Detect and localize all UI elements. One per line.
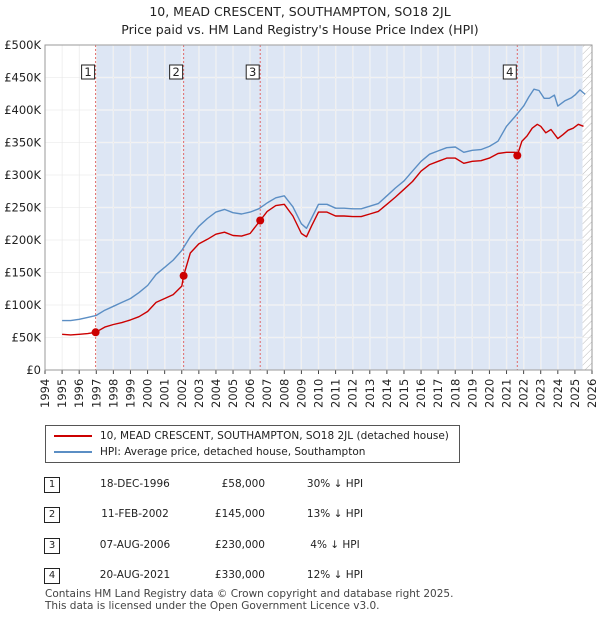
price-paid-line — [62, 123, 584, 336]
x-tick-label: 2025 — [568, 379, 582, 408]
transaction-hpi: 30% ↓ HPI — [306, 478, 364, 490]
transaction-row: 3 07-AUG-2006 £230,000 4% ↓ HPI — [0, 538, 600, 558]
footer: Contains HM Land Registry data © Crown c… — [45, 588, 453, 612]
legend-label-price: 10, MEAD CRESCENT, SOUTHAMPTON, SO18 2JL… — [100, 430, 449, 442]
x-tick-label: 2003 — [192, 379, 206, 408]
x-tick-label: 2004 — [209, 379, 223, 408]
y-tick-label: £50K — [12, 331, 42, 345]
x-tick-label: 2024 — [551, 379, 565, 408]
transaction-row: 4 20-AUG-2021 £330,000 12% ↓ HPI — [0, 568, 600, 588]
x-tick-label: 1996 — [72, 379, 86, 408]
x-tick-label: 2012 — [346, 379, 360, 408]
transaction-row: 1 18-DEC-1996 £58,000 30% ↓ HPI — [0, 477, 600, 497]
x-tick-label: 2000 — [141, 379, 155, 408]
x-tick-label: 2020 — [482, 379, 496, 408]
x-tick-label: 2009 — [294, 379, 308, 408]
footer-licence: This data is licensed under the Open Gov… — [45, 600, 380, 612]
footer-copyright: Contains HM Land Registry data © Crown c… — [45, 588, 454, 600]
title-line-1: 10, MEAD CRESCENT, SOUTHAMPTON, SO18 2JL — [149, 4, 451, 19]
transaction-price: £58,000 — [221, 478, 265, 490]
x-tick-label: 2011 — [329, 379, 343, 408]
x-tick-label: 2001 — [158, 379, 172, 408]
transaction-price: £145,000 — [214, 508, 265, 520]
x-tick-label: 2013 — [363, 379, 377, 408]
x-tick-label: 2014 — [380, 379, 394, 408]
forecast-hatch — [582, 45, 592, 370]
transaction-price: £230,000 — [214, 539, 265, 551]
legend-item-hpi: HPI: Average price, detached house, Sout… — [54, 444, 365, 460]
sale-marker-label: 4 — [506, 65, 513, 79]
transaction-number: 4 — [44, 568, 60, 584]
legend-swatch-hpi — [54, 451, 92, 453]
x-tick-label: 2026 — [585, 379, 599, 408]
legend-item-price: 10, MEAD CRESCENT, SOUTHAMPTON, SO18 2JL… — [54, 428, 449, 444]
y-tick-label: £300K — [4, 168, 41, 182]
transaction-number: 2 — [44, 507, 60, 523]
plot-frame — [44, 44, 593, 371]
x-tick-label: 2006 — [243, 379, 257, 408]
transaction-date: 11-FEB-2002 — [101, 508, 169, 520]
transaction-hpi: 12% ↓ HPI — [306, 569, 364, 581]
sale-marker-box — [169, 64, 184, 80]
x-tick-label: 1997 — [89, 379, 103, 408]
sale-marker-label: 3 — [249, 65, 256, 79]
x-tick-label: 2010 — [312, 379, 326, 408]
sale-marker-label: 2 — [172, 65, 179, 79]
sale-marker-box — [245, 64, 260, 80]
x-tick-label: 2002 — [175, 379, 189, 408]
sale-marker-box — [81, 64, 96, 80]
x-tick-label: 2005 — [226, 379, 240, 408]
sale-marker-box — [502, 64, 517, 80]
x-tick-label: 1995 — [55, 379, 69, 408]
x-tick-label: 2007 — [260, 379, 274, 408]
legend: 10, MEAD CRESCENT, SOUTHAMPTON, SO18 2JL… — [45, 425, 460, 463]
y-tick-label: £500K — [4, 38, 41, 52]
x-tick-label: 2022 — [517, 379, 531, 408]
x-tick-label: 1998 — [106, 379, 120, 408]
transaction-row: 2 11-FEB-2002 £145,000 13% ↓ HPI — [0, 507, 600, 527]
x-tick-label: 2017 — [431, 379, 445, 408]
sale-point — [179, 271, 188, 280]
sale-point — [91, 328, 100, 337]
sale-point — [513, 151, 522, 160]
sale-marker-label: 1 — [84, 65, 91, 79]
y-tick-label: £150K — [4, 266, 41, 280]
y-tick-label: £200K — [4, 233, 41, 247]
y-tick-label: £0 — [26, 363, 41, 377]
sale-point — [256, 216, 265, 225]
y-tick-label: £250K — [4, 201, 41, 215]
chart-title: 10, MEAD CRESCENT, SOUTHAMPTON, SO18 2JL… — [0, 3, 600, 39]
transaction-price: £330,000 — [214, 569, 265, 581]
transaction-hpi: 13% ↓ HPI — [306, 508, 364, 520]
y-tick-label: £450K — [4, 71, 41, 85]
transaction-number: 3 — [44, 538, 60, 554]
price-chart: 1 2 3 4 £0 £50K £100K £150K £200K £250K £300K £350K… — [4, 38, 599, 408]
transaction-hpi: 4% ↓ HPI — [310, 539, 360, 551]
transaction-date: 20-AUG-2021 — [99, 569, 171, 581]
x-tick-label: 2008 — [277, 379, 291, 408]
x-tick-label: 2016 — [414, 379, 428, 408]
x-tick-label: 1994 — [38, 379, 52, 408]
y-tick-label: £400K — [4, 103, 41, 117]
hpi-line — [62, 88, 586, 322]
x-tick-label: 2018 — [448, 379, 462, 408]
y-tick-label: £350K — [4, 136, 41, 150]
legend-label-hpi: HPI: Average price, detached house, Sout… — [100, 446, 366, 458]
y-tick-label: £100K — [4, 298, 41, 312]
transaction-date: 07-AUG-2006 — [99, 539, 171, 551]
x-tick-label: 2021 — [500, 379, 514, 408]
title-line-2: Price paid vs. HM Land Registry's House … — [121, 22, 479, 37]
legend-swatch-price — [54, 435, 92, 437]
x-tick-label: 2019 — [465, 379, 479, 408]
x-tick-label: 2015 — [397, 379, 411, 408]
x-tick-label: 1999 — [123, 379, 137, 408]
x-tick-label: 2023 — [534, 379, 548, 408]
transaction-number: 1 — [44, 477, 60, 493]
transaction-date: 18-DEC-1996 — [100, 478, 170, 490]
